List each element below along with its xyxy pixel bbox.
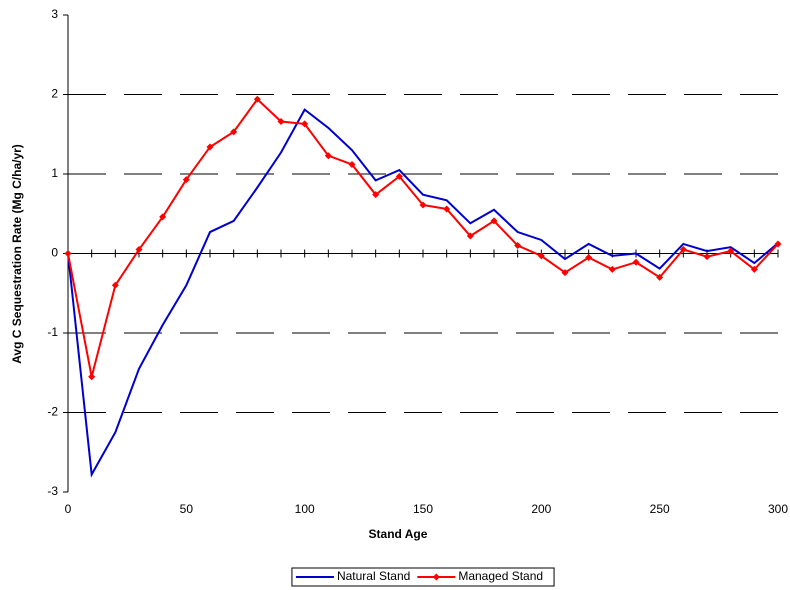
point-marker <box>159 213 167 221</box>
point-marker <box>585 253 593 261</box>
point-marker <box>656 273 664 281</box>
x-tick-label: 150 <box>413 502 433 516</box>
x-tick-label: 100 <box>295 502 315 516</box>
y-tick-label: -2 <box>47 405 58 419</box>
legend-item: Natural Stand <box>295 569 410 583</box>
point-marker <box>277 118 285 126</box>
point-marker <box>230 128 238 136</box>
x-axis-title: Stand Age <box>369 527 428 541</box>
point-marker <box>88 373 96 381</box>
y-tick-label: 3 <box>51 7 58 21</box>
point-marker <box>111 281 119 289</box>
x-tick-label: 300 <box>768 502 788 516</box>
x-tick-label: 0 <box>65 502 72 516</box>
point-marker <box>443 205 451 213</box>
legend-label: Managed Stand <box>458 569 543 583</box>
point-marker <box>372 191 380 199</box>
point-marker <box>395 172 403 180</box>
point-marker <box>466 232 474 240</box>
point-marker <box>632 258 640 266</box>
legend-item: Managed Stand <box>417 569 543 583</box>
x-tick-label: 50 <box>180 502 194 516</box>
y-tick-label: -1 <box>47 325 58 339</box>
point-marker <box>679 246 687 254</box>
point-marker <box>135 246 143 254</box>
point-marker <box>301 120 309 128</box>
point-marker <box>206 143 214 151</box>
point-marker <box>64 250 72 257</box>
y-tick-label: 1 <box>51 166 58 180</box>
point-marker <box>348 160 356 168</box>
point-marker <box>419 201 427 209</box>
y-tick-label: 0 <box>51 246 58 260</box>
point-marker <box>561 269 569 277</box>
x-tick-label: 200 <box>531 502 551 516</box>
point-marker <box>182 176 190 184</box>
y-tick-label: -3 <box>47 484 58 498</box>
point-marker <box>750 265 758 273</box>
legend: Natural Stand Managed Stand <box>291 567 555 587</box>
x-tick-label: 250 <box>650 502 670 516</box>
point-marker <box>253 95 261 103</box>
legend-marker <box>432 573 440 581</box>
legend-label: Natural Stand <box>337 569 410 583</box>
series-line <box>67 97 779 377</box>
point-marker <box>703 253 711 261</box>
y-axis-title: Avg C Sequestration Rate (Mg C/ha/yr) <box>10 144 24 364</box>
point-marker <box>608 265 616 273</box>
series-line <box>67 108 779 478</box>
point-marker <box>490 217 498 225</box>
point-marker <box>324 152 332 160</box>
point-marker <box>727 247 735 255</box>
point-marker <box>537 252 545 260</box>
point-marker <box>514 242 522 250</box>
point-marker <box>774 240 782 248</box>
legend-box <box>291 567 555 587</box>
y-tick-label: 2 <box>51 87 58 101</box>
